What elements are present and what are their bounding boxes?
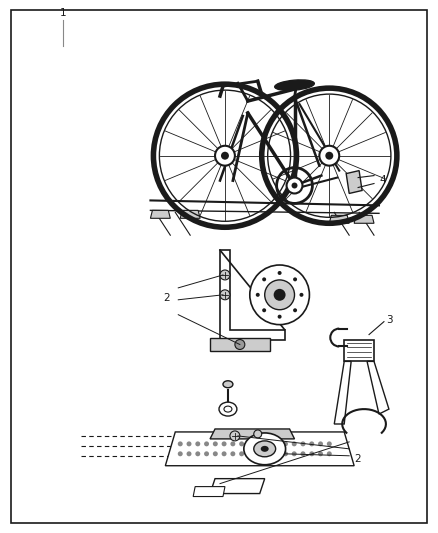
Circle shape (187, 451, 191, 456)
Circle shape (230, 441, 235, 446)
Polygon shape (165, 432, 354, 466)
Polygon shape (193, 487, 225, 497)
Ellipse shape (219, 402, 237, 416)
Circle shape (278, 271, 282, 275)
Circle shape (239, 451, 244, 456)
Circle shape (254, 430, 262, 438)
Polygon shape (346, 171, 362, 193)
Circle shape (235, 340, 245, 350)
Circle shape (300, 441, 305, 446)
Text: 1: 1 (60, 7, 66, 18)
Ellipse shape (224, 406, 232, 412)
Circle shape (293, 277, 297, 281)
Circle shape (300, 451, 305, 456)
Ellipse shape (254, 441, 276, 457)
Polygon shape (210, 337, 270, 351)
Circle shape (257, 451, 261, 456)
Polygon shape (210, 479, 265, 494)
Circle shape (195, 441, 200, 446)
Circle shape (318, 451, 323, 456)
Polygon shape (150, 211, 170, 219)
Circle shape (292, 182, 297, 189)
Circle shape (213, 451, 218, 456)
Circle shape (222, 451, 226, 456)
Circle shape (195, 451, 200, 456)
Text: 4: 4 (379, 174, 385, 184)
Circle shape (265, 280, 294, 310)
Circle shape (274, 451, 279, 456)
Circle shape (248, 441, 253, 446)
Polygon shape (210, 429, 294, 439)
Circle shape (213, 441, 218, 446)
Ellipse shape (244, 433, 286, 465)
Ellipse shape (275, 80, 314, 91)
Circle shape (325, 152, 333, 160)
Circle shape (204, 451, 209, 456)
Ellipse shape (261, 446, 268, 452)
Circle shape (327, 441, 332, 446)
Polygon shape (334, 361, 351, 424)
Text: 2: 2 (354, 454, 361, 464)
Circle shape (221, 152, 229, 160)
Circle shape (230, 451, 235, 456)
Circle shape (262, 308, 266, 312)
Text: 2: 2 (164, 293, 170, 303)
Polygon shape (367, 361, 389, 414)
Circle shape (178, 441, 183, 446)
Circle shape (215, 146, 235, 166)
Circle shape (278, 314, 282, 319)
Circle shape (220, 270, 230, 280)
Circle shape (318, 441, 323, 446)
Circle shape (293, 308, 297, 312)
Circle shape (274, 289, 286, 301)
Polygon shape (220, 250, 285, 340)
Text: 3: 3 (386, 314, 392, 325)
Circle shape (327, 451, 332, 456)
Circle shape (309, 441, 314, 446)
Circle shape (265, 441, 270, 446)
Circle shape (178, 451, 183, 456)
Polygon shape (180, 211, 200, 219)
Bar (344, 340, 374, 361)
Circle shape (220, 290, 230, 300)
Circle shape (292, 451, 297, 456)
Circle shape (274, 441, 279, 446)
Circle shape (265, 451, 270, 456)
Circle shape (257, 441, 261, 446)
Circle shape (262, 277, 266, 281)
Circle shape (309, 451, 314, 456)
Circle shape (204, 441, 209, 446)
Circle shape (248, 451, 253, 456)
Circle shape (250, 265, 309, 325)
Circle shape (239, 441, 244, 446)
Polygon shape (354, 215, 374, 223)
Circle shape (300, 293, 304, 297)
Circle shape (283, 451, 288, 456)
Circle shape (283, 441, 288, 446)
Circle shape (187, 441, 191, 446)
Polygon shape (329, 215, 349, 223)
Circle shape (222, 441, 226, 446)
Circle shape (319, 146, 339, 166)
Circle shape (292, 441, 297, 446)
Ellipse shape (223, 381, 233, 387)
Circle shape (256, 293, 260, 297)
Circle shape (230, 431, 240, 441)
Circle shape (286, 177, 303, 193)
